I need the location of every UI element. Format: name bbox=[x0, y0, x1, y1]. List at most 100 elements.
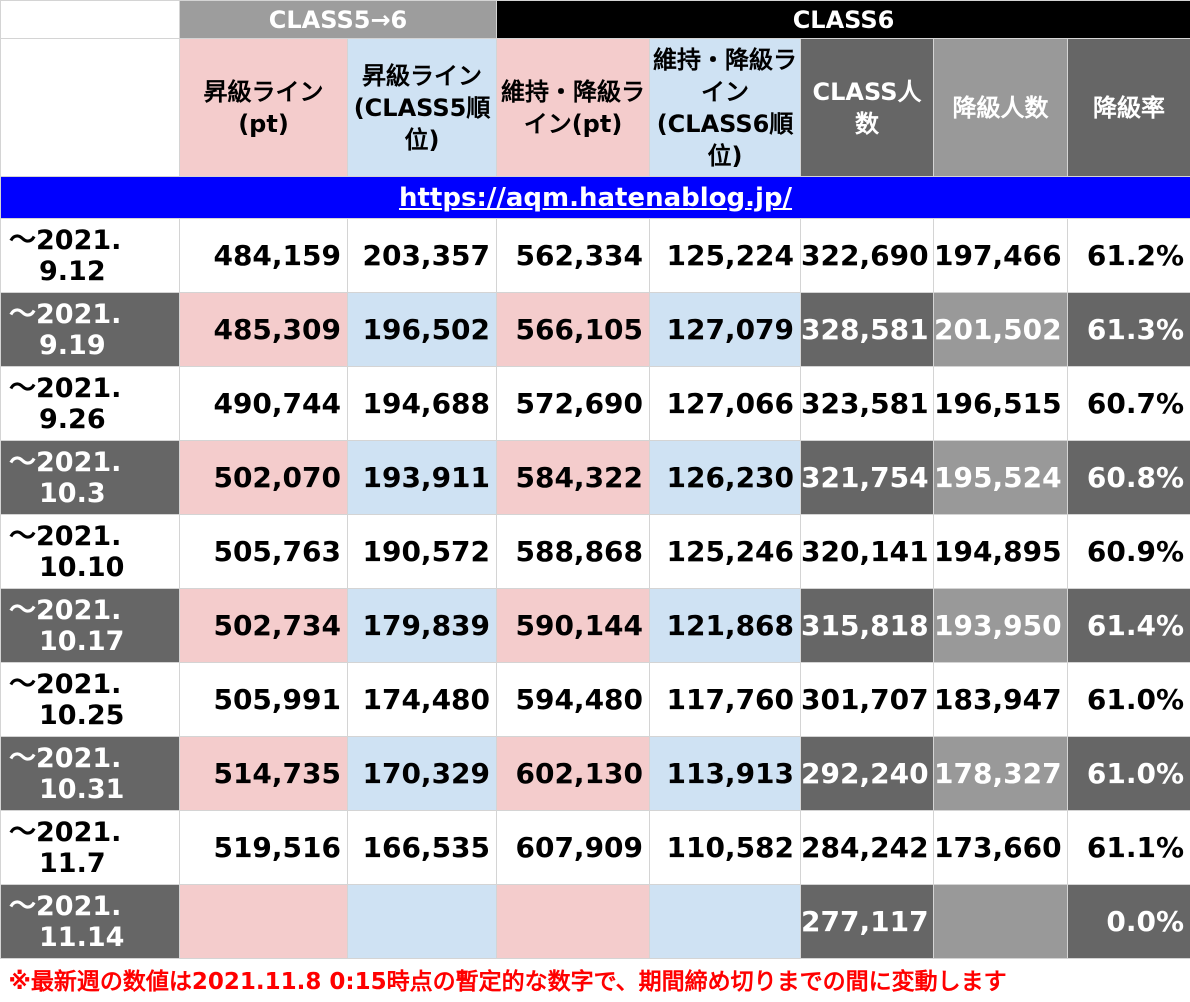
date-cell: 〜2021. 9.12 bbox=[0, 218, 180, 293]
cell-promo-rank: 196,502 bbox=[346, 292, 498, 367]
cell-demote-rate: 61.2% bbox=[1067, 218, 1190, 293]
cell-demote-rate: 61.4% bbox=[1067, 588, 1190, 663]
date-line1: 〜2021. bbox=[9, 816, 122, 848]
date-line2: 9.19 bbox=[39, 329, 106, 361]
cell-demote-rate: 61.1% bbox=[1067, 810, 1190, 885]
group-header-row: CLASS5→6 CLASS6 bbox=[0, 0, 1190, 39]
header-keep-rank: 維持・降級ライン(CLASS6順位) bbox=[649, 38, 802, 177]
cell-demote-count: 178,327 bbox=[933, 736, 1069, 811]
cell-demote-count: 183,947 bbox=[933, 662, 1069, 737]
table-row: 〜2021. 9.26 490,744 194,688 572,690 127,066 32… bbox=[0, 366, 1190, 441]
cell-promo-pt: 505,763 bbox=[179, 514, 348, 589]
url-cell: https://aqm.hatenablog.jp/ bbox=[0, 176, 1190, 219]
cell-class-count: 277,117 bbox=[800, 884, 935, 959]
column-header-row: 昇級ライン(pt) 昇級ライン(CLASS5順位) 維持・降級ライン(pt) 維… bbox=[0, 38, 1190, 177]
cell-promo-rank: 193,911 bbox=[346, 440, 498, 515]
cell-keep-rank: 126,230 bbox=[649, 440, 802, 515]
date-line1: 〜2021. bbox=[9, 224, 122, 256]
cell-demote-count: 197,466 bbox=[933, 218, 1069, 293]
cell-promo-rank: 190,572 bbox=[346, 514, 498, 589]
cell-demote-rate: 60.9% bbox=[1067, 514, 1190, 589]
cell-keep-rank: 127,079 bbox=[649, 292, 802, 367]
cell-demote-rate: 61.0% bbox=[1067, 662, 1190, 737]
date-line2: 10.10 bbox=[39, 551, 125, 583]
date-cell: 〜2021. 10.17 bbox=[0, 588, 180, 663]
cell-keep-pt: 584,322 bbox=[496, 440, 651, 515]
date-line1: 〜2021. bbox=[9, 298, 122, 330]
cell-demote-count: 201,502 bbox=[933, 292, 1069, 367]
note-row: ※最新週の数値は2021.11.8 0:15時点の暫定的な数字で、期間締め切りま… bbox=[1, 959, 1190, 999]
header-demote-count: 降級人数 bbox=[933, 38, 1069, 177]
header-promo-rank: 昇級ライン(CLASS5順位) bbox=[346, 38, 498, 177]
date-cell: 〜2021. 10.10 bbox=[0, 514, 180, 589]
date-line2: 9.12 bbox=[39, 255, 106, 287]
cell-promo-pt: 502,070 bbox=[179, 440, 348, 515]
cell-demote-rate: 61.3% bbox=[1067, 292, 1190, 367]
date-cell: 〜2021. 11.14 bbox=[0, 884, 180, 959]
date-line1: 〜2021. bbox=[9, 372, 122, 404]
date-cell: 〜2021. 11.7 bbox=[0, 810, 180, 885]
cell-keep-pt: 562,334 bbox=[496, 218, 651, 293]
cell-class-count: 323,581 bbox=[800, 366, 935, 441]
cell-class-count: 321,754 bbox=[800, 440, 935, 515]
cell-promo-pt: 505,991 bbox=[179, 662, 348, 737]
cell-demote-count bbox=[933, 884, 1069, 959]
corner-cell bbox=[0, 0, 180, 39]
cell-promo-pt bbox=[179, 884, 348, 959]
cell-demote-rate: 60.8% bbox=[1067, 440, 1190, 515]
table-row: 〜2021. 10.3 502,070 193,911 584,322 126,230 32… bbox=[0, 440, 1190, 515]
cell-demote-rate: 0.0% bbox=[1067, 884, 1190, 959]
cell-promo-rank: 179,839 bbox=[346, 588, 498, 663]
cell-keep-rank: 110,582 bbox=[649, 810, 802, 885]
cell-keep-pt: 572,690 bbox=[496, 366, 651, 441]
cell-keep-rank bbox=[649, 884, 802, 959]
date-cell: 〜2021. 10.31 bbox=[0, 736, 180, 811]
cell-promo-pt: 502,734 bbox=[179, 588, 348, 663]
cell-promo-rank: 194,688 bbox=[346, 366, 498, 441]
cell-keep-rank: 113,913 bbox=[649, 736, 802, 811]
cell-promo-rank: 174,480 bbox=[346, 662, 498, 737]
blog-url-link[interactable]: https://aqm.hatenablog.jp/ bbox=[398, 182, 793, 213]
cell-promo-pt: 490,744 bbox=[179, 366, 348, 441]
cell-demote-count: 195,524 bbox=[933, 440, 1069, 515]
cell-promo-rank bbox=[346, 884, 498, 959]
cell-class-count: 322,690 bbox=[800, 218, 935, 293]
cell-keep-pt: 607,909 bbox=[496, 810, 651, 885]
date-header-cell bbox=[0, 38, 180, 177]
group-header-class5to6: CLASS5→6 bbox=[178, 0, 498, 39]
cell-keep-rank: 117,760 bbox=[649, 662, 802, 737]
group-header-class6: CLASS6 bbox=[496, 0, 1190, 39]
date-line1: 〜2021. bbox=[9, 890, 122, 922]
date-line1: 〜2021. bbox=[9, 668, 122, 700]
cell-keep-rank: 127,066 bbox=[649, 366, 802, 441]
table-row: 〜2021. 10.10 505,763 190,572 588,868 125,246 3… bbox=[0, 514, 1190, 589]
cell-promo-pt: 519,516 bbox=[179, 810, 348, 885]
header-keep-pt: 維持・降級ライン(pt) bbox=[496, 38, 651, 177]
table-row: 〜2021. 10.25 505,991 174,480 594,480 117,760 3… bbox=[0, 662, 1190, 737]
cell-keep-pt: 588,868 bbox=[496, 514, 651, 589]
data-rows: 〜2021. 9.12 484,159 203,357 562,334 125,224 32… bbox=[0, 218, 1190, 959]
cell-keep-pt bbox=[496, 884, 651, 959]
cell-class-count: 320,141 bbox=[800, 514, 935, 589]
cell-demote-count: 193,950 bbox=[933, 588, 1069, 663]
cell-class-count: 301,707 bbox=[800, 662, 935, 737]
cell-keep-rank: 125,224 bbox=[649, 218, 802, 293]
date-line2: 11.14 bbox=[39, 921, 125, 953]
table-row: 〜2021. 11.14 277,117 0.0% bbox=[0, 884, 1190, 959]
table-row: 〜2021. 11.7 519,516 166,535 607,909 110,582 28… bbox=[0, 810, 1190, 885]
table-row: 〜2021. 10.17 502,734 179,839 590,144 121,868 3… bbox=[0, 588, 1190, 663]
cell-promo-rank: 170,329 bbox=[346, 736, 498, 811]
table-row: 〜2021. 9.19 485,309 196,502 566,105 127,079 32… bbox=[0, 292, 1190, 367]
cell-demote-count: 173,660 bbox=[933, 810, 1069, 885]
cell-class-count: 284,242 bbox=[800, 810, 935, 885]
header-demote-rate: 降級率 bbox=[1067, 38, 1190, 177]
cell-demote-rate: 60.7% bbox=[1067, 366, 1190, 441]
cell-demote-count: 194,895 bbox=[933, 514, 1069, 589]
table-row: 〜2021. 9.12 484,159 203,357 562,334 125,224 32… bbox=[0, 218, 1190, 293]
cell-class-count: 328,581 bbox=[800, 292, 935, 367]
date-line2: 11.7 bbox=[39, 847, 106, 879]
header-class-count: CLASS人数 bbox=[800, 38, 935, 177]
date-line2: 9.26 bbox=[39, 403, 106, 435]
cell-promo-pt: 484,159 bbox=[179, 218, 348, 293]
